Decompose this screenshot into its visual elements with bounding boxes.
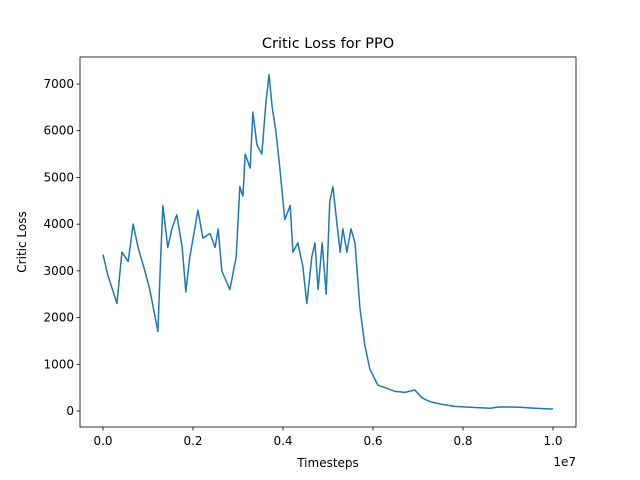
x-axis-label: Timesteps: [296, 456, 359, 470]
y-tick-label: 5000: [43, 170, 74, 184]
data-line: [102, 73, 554, 410]
y-tick-label: 0: [66, 404, 74, 418]
y-tick-label: 4000: [43, 217, 74, 231]
x-tick-label: 0.0: [93, 434, 112, 448]
x-tick-label: 1.0: [543, 434, 562, 448]
y-tick-label: 2000: [43, 311, 74, 325]
x-tick-label: 0.8: [453, 434, 472, 448]
x-offset-label: 1e7: [553, 455, 576, 469]
y-tick-label: 1000: [43, 357, 74, 371]
chart-title: Critic Loss for PPO: [262, 36, 394, 52]
x-tick-label: 0.6: [363, 434, 382, 448]
y-tick-label: 6000: [43, 124, 74, 138]
x-tick-label: 0.2: [183, 434, 202, 448]
y-tick-label: 3000: [43, 264, 74, 278]
x-tick-label: 0.4: [273, 434, 292, 448]
y-tick-label: 7000: [43, 77, 74, 91]
y-axis-label: Critic Loss: [15, 211, 29, 272]
plot-frame: [79, 56, 577, 428]
